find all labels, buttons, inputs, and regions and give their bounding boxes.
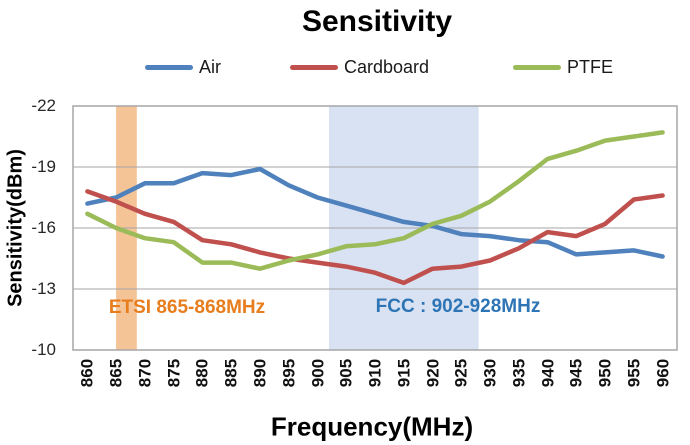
legend-label-ptfe: PTFE	[567, 57, 614, 77]
x-tick-label: 905	[336, 358, 356, 388]
x-tick-label: 915	[394, 358, 414, 388]
x-tick-label: 955	[624, 358, 644, 388]
y-tick-label: -10	[31, 340, 56, 359]
etsi-band-label: ETSI 865-868MHz	[108, 297, 266, 318]
x-tick-label: 885	[221, 358, 241, 388]
x-tick-label: 950	[595, 358, 615, 388]
x-tick-label: 900	[308, 358, 327, 388]
x-tick-label: 880	[192, 358, 212, 388]
x-tick-label: 870	[135, 358, 155, 388]
x-axis-title: Frequency(MHz)	[270, 411, 474, 442]
y-tick-label: -13	[31, 279, 56, 298]
x-tick-label: 865	[106, 358, 126, 388]
legend-item-cardboard: Cardboard	[290, 58, 429, 76]
y-tick-label: -16	[31, 218, 56, 237]
y-tick-label: -22	[31, 96, 56, 115]
y-tick-label: -19	[31, 157, 56, 176]
x-tick-label: 895	[279, 358, 299, 388]
x-tick-label: 930	[480, 358, 500, 388]
x-tick-label: 940	[538, 358, 558, 388]
x-tick-label: 945	[566, 358, 586, 388]
legend-item-ptfe: PTFE	[513, 58, 613, 76]
legend-label-air: Air	[199, 57, 221, 77]
legend-swatch-air	[145, 64, 193, 70]
x-tick-label: 910	[365, 358, 385, 388]
x-tick-label: 890	[250, 358, 270, 388]
x-tick-label: 860	[77, 358, 97, 388]
x-tick-label: 925	[451, 358, 471, 388]
legend-item-air: Air	[145, 58, 221, 76]
chart-title: Sensitivity	[301, 5, 453, 38]
series-line-air	[85, 166, 665, 259]
series-line-cardboard	[85, 189, 665, 286]
fcc-band-label: FCC : 902-928MHz	[375, 296, 541, 317]
plot-border	[72, 105, 678, 351]
x-tick-label: 935	[509, 358, 529, 388]
x-tick-label: 960	[653, 358, 673, 388]
x-tick-label: 875	[164, 358, 184, 388]
x-tick-label: 920	[423, 358, 442, 388]
series-line-ptfe	[85, 130, 665, 271]
legend-swatch-ptfe	[513, 64, 561, 70]
legend-swatch-cardboard	[290, 64, 338, 70]
legend-label-cardboard: Cardboard	[344, 57, 430, 77]
